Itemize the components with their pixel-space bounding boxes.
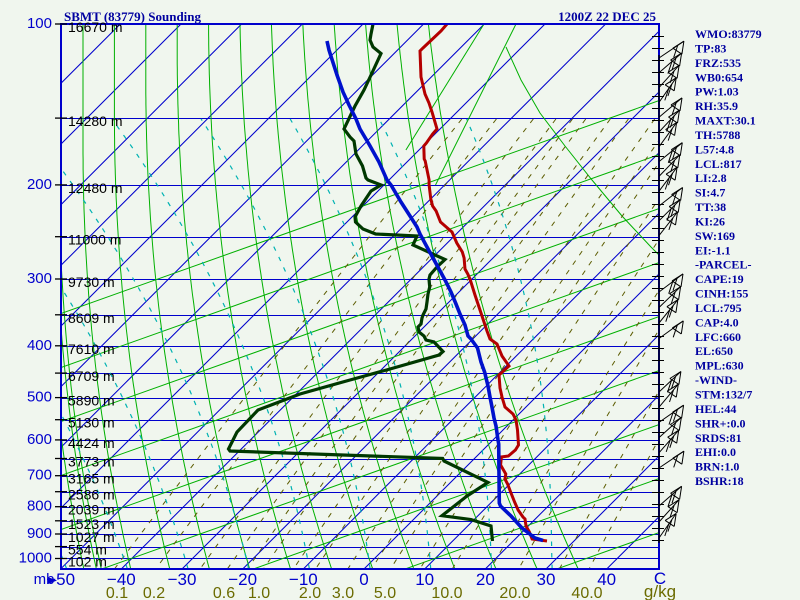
svg-text:LCL:817: LCL:817 [695,157,742,171]
svg-text:TH:5788: TH:5788 [695,128,740,142]
svg-text:12480 m: 12480 m [68,180,122,196]
svg-text:C: C [654,569,666,588]
svg-text:10.0: 10.0 [431,585,462,600]
svg-text:200: 200 [27,176,52,193]
svg-text:SBMT (83779) Sounding: SBMT (83779) Sounding [64,9,202,24]
svg-text:400: 400 [27,337,52,354]
svg-text:WB0:654: WB0:654 [695,70,743,84]
svg-text:CAPE:19: CAPE:19 [695,272,744,286]
svg-text:3165 m: 3165 m [68,471,115,487]
svg-text:40: 40 [597,570,616,589]
svg-text:BRN:1.0: BRN:1.0 [695,460,739,474]
svg-text:CAP:4.0: CAP:4.0 [695,315,739,329]
svg-text:11000 m: 11000 m [68,232,121,248]
svg-text:102 m: 102 m [68,554,107,570]
svg-text:10: 10 [415,570,434,589]
svg-text:0.6: 0.6 [213,585,235,600]
svg-text:1523 m: 1523 m [68,516,115,532]
svg-text:LI:2.8: LI:2.8 [695,171,727,185]
svg-text:STM:132/7: STM:132/7 [695,388,752,402]
svg-text:0: 0 [359,570,368,589]
svg-text:900: 900 [27,525,52,542]
svg-text:2039 m: 2039 m [68,502,115,518]
svg-text:100: 100 [27,15,52,32]
svg-text:6709 m: 6709 m [68,368,115,384]
svg-text:600: 600 [27,431,52,448]
svg-text:3773 m: 3773 m [68,454,115,470]
svg-text:g/kg: g/kg [644,582,676,600]
svg-text:554 m: 554 m [68,542,107,558]
svg-text:5130 m: 5130 m [68,415,115,431]
svg-text:30: 30 [537,570,556,589]
svg-text:−20: −20 [228,570,257,589]
svg-text:HEL:44: HEL:44 [695,402,736,416]
svg-text:1200Z 22 DEC 25: 1200Z 22 DEC 25 [558,9,656,24]
svg-text:SI:4.7: SI:4.7 [695,186,725,200]
svg-text:BSHR:18: BSHR:18 [695,474,744,488]
svg-text:2586 m: 2586 m [68,487,115,503]
svg-text:EL:650: EL:650 [695,344,733,358]
svg-text:TT:38: TT:38 [695,200,726,214]
svg-text:800: 800 [27,498,52,515]
svg-text:mb: mb [34,571,55,588]
svg-text:LCL:795: LCL:795 [695,301,742,315]
svg-text:KI:26: KI:26 [695,214,725,228]
svg-text:FRZ:535: FRZ:535 [695,56,741,70]
svg-text:300: 300 [27,270,52,287]
svg-text:−40: −40 [107,570,136,589]
svg-text:SRDS:81: SRDS:81 [695,431,742,445]
svg-text:SHR+:0.0: SHR+:0.0 [695,416,746,430]
svg-text:L57:4.8: L57:4.8 [695,142,734,156]
svg-text:−10: −10 [289,570,318,589]
svg-text:-WIND-: -WIND- [695,373,737,387]
svg-text:4424 m: 4424 m [68,435,115,451]
svg-text:14280 m: 14280 m [68,113,122,129]
svg-text:9730 m: 9730 m [68,274,115,290]
svg-text:20: 20 [476,570,495,589]
svg-text:3.0: 3.0 [332,585,354,600]
svg-text:8609 m: 8609 m [68,310,115,326]
svg-text:MAXT:30.1: MAXT:30.1 [695,114,756,128]
svg-text:1.0: 1.0 [248,585,270,600]
svg-text:RH:35.9: RH:35.9 [695,99,738,113]
svg-text:-PARCEL-: -PARCEL- [695,258,751,272]
svg-text:20.0: 20.0 [499,585,530,600]
svg-text:EHI:0.0: EHI:0.0 [695,445,736,459]
svg-text:5890 m: 5890 m [68,393,115,409]
svg-text:WMO:83779: WMO:83779 [695,27,762,41]
svg-text:EI:-1.1: EI:-1.1 [695,243,731,257]
svg-text:TP:83: TP:83 [695,41,726,55]
svg-text:SW:169: SW:169 [695,229,735,243]
svg-text:1000: 1000 [19,550,52,567]
svg-text:2.0: 2.0 [299,585,321,600]
svg-text:40.0: 40.0 [571,585,602,600]
svg-text:0.2: 0.2 [143,585,165,600]
svg-text:5.0: 5.0 [374,585,396,600]
svg-text:−50: −50 [46,570,75,589]
svg-text:PW:1.03: PW:1.03 [695,85,739,99]
svg-text:500: 500 [27,389,52,406]
svg-text:700: 700 [27,467,52,484]
svg-text:0.1: 0.1 [106,585,128,600]
svg-text:1027 m: 1027 m [68,529,115,545]
svg-text:16670 m: 16670 m [68,19,122,35]
svg-text:−30: −30 [168,570,197,589]
svg-text:CINH:155: CINH:155 [695,287,748,301]
svg-text:MPL:630: MPL:630 [695,359,744,373]
svg-text:7610 m: 7610 m [68,341,115,357]
svg-text:LFC:660: LFC:660 [695,330,741,344]
